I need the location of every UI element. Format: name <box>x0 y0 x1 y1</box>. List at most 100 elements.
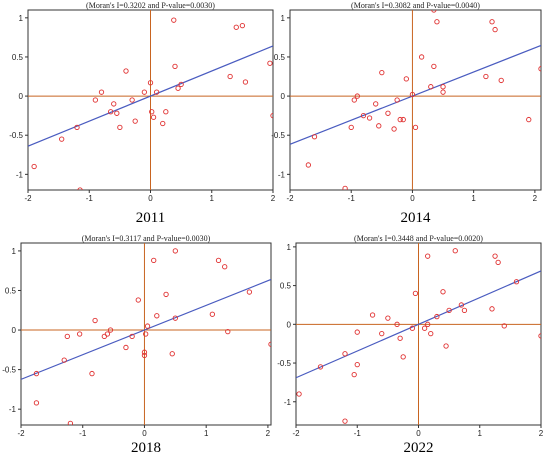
data-point <box>147 80 154 86</box>
data-point <box>129 97 135 103</box>
y-tick-label: -1 <box>284 398 292 407</box>
data-point <box>425 253 431 259</box>
panel-4: -2 -1 0 1 2 -1 -0.5 0 0.5 1 (Moran's I=0.3448 and … <box>277 234 544 456</box>
data-point <box>385 315 391 321</box>
data-point <box>141 89 148 95</box>
panel-title: (Moran's I=0.3202 and P-value=0.0030) <box>86 1 215 10</box>
data-point <box>242 79 249 85</box>
data-point <box>141 349 148 355</box>
y-tick-label: 0 <box>281 92 286 101</box>
data-point <box>348 124 354 131</box>
data-point <box>400 354 406 360</box>
x-tick-label: 0 <box>142 429 147 438</box>
data-point <box>492 26 498 33</box>
data-point <box>163 109 169 115</box>
data-point <box>489 306 495 312</box>
data-point <box>74 124 80 131</box>
data-point <box>501 323 507 329</box>
data-point <box>160 120 166 127</box>
data-point <box>76 331 83 337</box>
data-point <box>141 352 148 359</box>
data-point <box>31 163 37 170</box>
regression-line <box>21 278 271 380</box>
y-tick-label: 1 <box>19 14 24 23</box>
x-tick-label: -2 <box>17 429 25 438</box>
data-point <box>239 23 246 29</box>
data-point <box>222 264 228 270</box>
x-tick-label: 2 <box>533 194 538 203</box>
x-tick-label: 2 <box>539 429 544 438</box>
panel-year-caption: 2014 <box>401 210 432 226</box>
data-point <box>92 97 99 103</box>
data-point <box>163 291 169 298</box>
x-tick-label: -2 <box>292 429 300 438</box>
data-point <box>64 333 70 340</box>
data-point <box>172 248 178 254</box>
data-point <box>526 116 532 123</box>
y-tick-label: 1 <box>287 243 292 252</box>
data-point <box>135 297 141 303</box>
data-point <box>144 323 151 329</box>
data-point <box>169 351 175 357</box>
data-point <box>513 279 520 285</box>
data-point <box>354 329 360 335</box>
data-point <box>209 311 216 317</box>
data-point <box>394 97 400 103</box>
data-point <box>129 333 135 340</box>
data-point <box>366 115 373 121</box>
panel-3: -2 -1 0 1 2 -1 -0.5 0 0.5 1 (Moran's I=0.3117 and … <box>2 234 272 456</box>
data-point <box>104 331 111 337</box>
data-point <box>77 187 83 190</box>
x-tick-label: -1 <box>86 194 94 203</box>
data-point <box>354 361 360 368</box>
y-tick-label: 0.5 <box>5 286 17 295</box>
regression-line <box>296 270 541 379</box>
regression-line <box>28 45 273 147</box>
y-tick-label: 1 <box>12 247 17 256</box>
data-point <box>227 73 233 80</box>
y-tick-label: 0 <box>19 92 24 101</box>
data-point <box>360 113 367 119</box>
panel-title: (Moran's I=0.3082 and P-value=0.0040) <box>351 1 480 10</box>
y-tick-label: 0 <box>12 326 17 335</box>
data-point <box>431 10 437 13</box>
data-point <box>61 357 67 363</box>
data-point <box>458 302 465 308</box>
data-point <box>440 89 446 95</box>
data-point <box>172 315 178 321</box>
data-point <box>351 97 357 103</box>
data-point <box>412 124 419 131</box>
x-tick-label: 1 <box>210 194 215 203</box>
data-point <box>428 330 434 337</box>
data-point <box>373 101 379 107</box>
data-point <box>434 313 440 320</box>
data-point <box>143 331 149 337</box>
data-point <box>175 85 181 91</box>
y-tick-label: 1 <box>281 14 286 23</box>
data-point <box>379 69 385 76</box>
data-point <box>268 341 271 347</box>
data-point <box>150 114 157 120</box>
data-point <box>171 17 177 23</box>
x-tick-label: 2 <box>271 194 276 203</box>
data-point <box>421 325 428 331</box>
data-point <box>354 93 360 99</box>
data-point <box>443 343 449 349</box>
data-point <box>342 351 348 357</box>
data-point <box>98 89 105 95</box>
data-point <box>492 253 498 259</box>
data-point <box>33 400 40 406</box>
data-point <box>317 364 324 370</box>
y-tick-label: -1 <box>9 405 17 414</box>
data-point <box>108 109 114 115</box>
x-tick-label: -2 <box>24 194 32 203</box>
data-point <box>452 248 458 254</box>
data-point <box>311 134 318 140</box>
data-point <box>489 19 495 25</box>
data-point <box>342 418 348 424</box>
data-point <box>270 113 273 119</box>
data-point <box>149 109 155 115</box>
data-point <box>369 312 376 318</box>
data-point <box>379 330 385 337</box>
